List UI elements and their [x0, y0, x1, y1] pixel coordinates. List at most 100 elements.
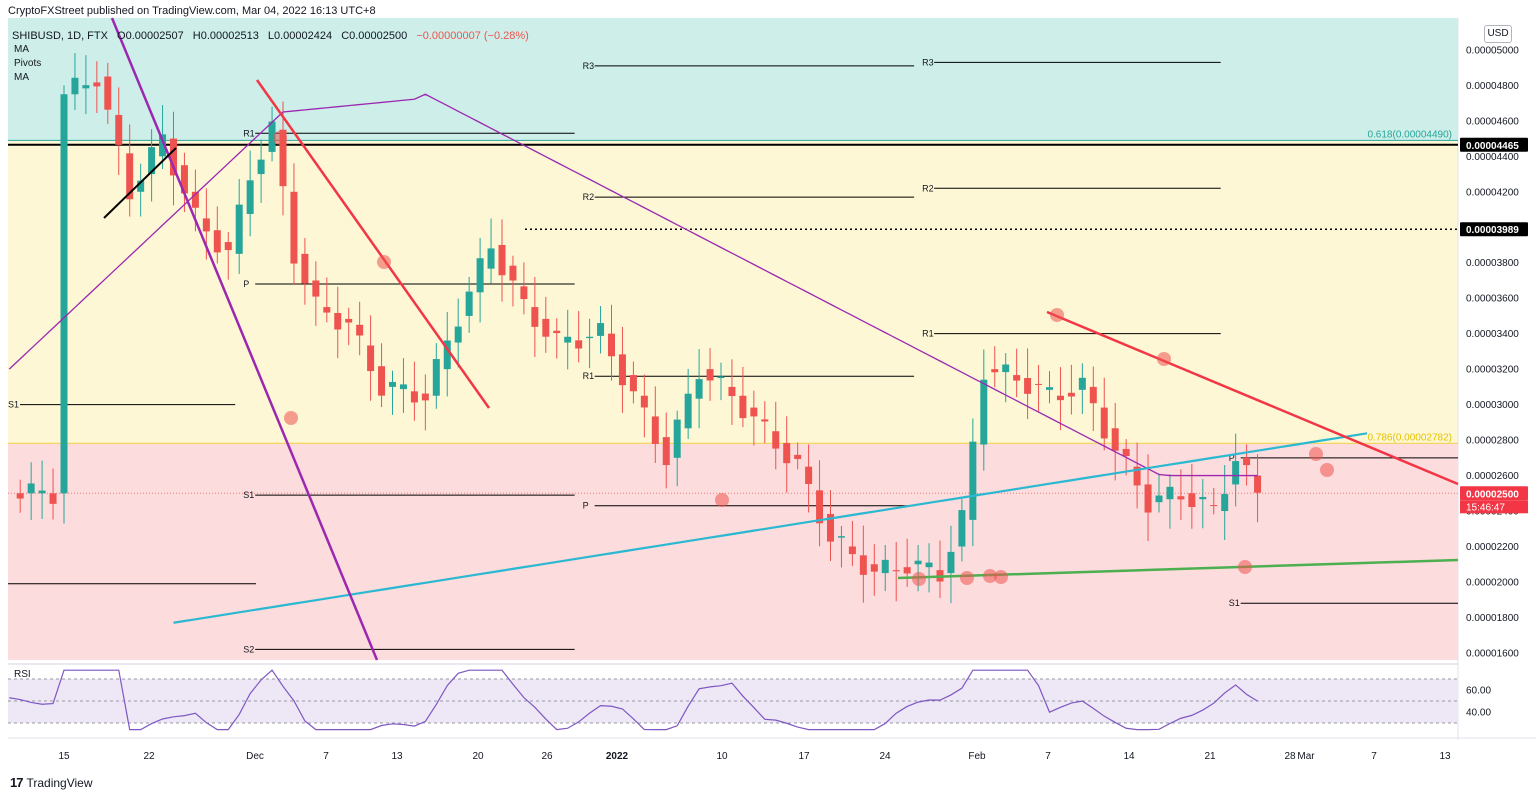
candle-body: [980, 379, 988, 445]
ohlc-close: C0.00002500: [341, 30, 408, 42]
candle-body: [1046, 387, 1053, 390]
candle-body: [1243, 457, 1251, 466]
time-tick-9: 17: [798, 751, 810, 762]
candle-body: [180, 165, 188, 194]
time-tick-12: 7: [1045, 751, 1051, 762]
trendline-red-1: [255, 79, 491, 409]
pivot-label-13: S1: [1229, 598, 1240, 608]
candle-body: [389, 381, 396, 387]
trendline-black: [103, 147, 177, 219]
candle-body: [71, 77, 79, 95]
candle-body: [301, 253, 309, 284]
price-tick-15: 0.00002000: [1466, 577, 1519, 588]
touch-marker-8: [1050, 308, 1064, 322]
candle-body: [1144, 484, 1152, 513]
rsi-label[interactable]: RSI: [14, 669, 31, 680]
candle-body: [1166, 486, 1174, 500]
candle-body: [16, 493, 24, 499]
indicator-ma-2[interactable]: MA: [14, 72, 29, 83]
time-tick-17: 7: [1371, 751, 1377, 762]
publisher-line: CryptoFXStreet published on TradingView.…: [8, 5, 376, 17]
time-tick-4: 13: [391, 751, 403, 762]
candle-body: [312, 280, 320, 297]
candle-body: [410, 391, 418, 403]
candle-body: [1133, 466, 1141, 486]
candle-body: [881, 559, 889, 574]
candle-body: [1155, 495, 1163, 503]
trendline-purple: [110, 17, 379, 661]
candle-body: [38, 490, 46, 494]
touch-marker-12: [1320, 463, 1334, 477]
candle-body: [1067, 392, 1075, 397]
rsi-tick-1: 40.00: [1466, 708, 1491, 719]
candle-body: [925, 562, 933, 568]
price-tick-10: 0.00003000: [1466, 400, 1519, 411]
candle-body: [728, 386, 736, 397]
candle-body: [487, 248, 495, 269]
candle-body: [115, 114, 123, 145]
tradingview-brand-label: TradingView: [26, 775, 93, 790]
touch-marker-7: [994, 570, 1008, 584]
candle-body: [148, 147, 156, 175]
candle-body: [553, 330, 561, 334]
candle-body: [257, 159, 265, 175]
candle-body: [564, 336, 572, 343]
candle-body: [378, 366, 386, 396]
candle-body: [1232, 461, 1240, 485]
candle-body: [509, 265, 517, 281]
candle-body: [126, 153, 134, 200]
candle-body: [575, 340, 583, 349]
time-tick-2: Dec: [246, 751, 264, 762]
candle-body: [1056, 395, 1064, 401]
price-tick-7: 0.00003600: [1466, 294, 1519, 305]
pivot-label-12: P: [1229, 453, 1235, 463]
candle-body: [761, 419, 769, 422]
candle-body: [1013, 375, 1021, 381]
candle-body: [958, 510, 966, 547]
indicator-pivots[interactable]: Pivots: [14, 58, 42, 69]
candle-body: [640, 395, 648, 408]
candle-body: [246, 180, 254, 214]
candle-body: [1100, 407, 1108, 439]
price-tick-0: 0.00005000: [1466, 45, 1519, 56]
candle-body: [268, 121, 276, 152]
candle-body: [104, 76, 112, 110]
candle-body: [82, 85, 90, 89]
time-tick-7: 2022: [606, 751, 629, 762]
trendline-red-2: [1046, 310, 1459, 486]
symbol-name[interactable]: SHIBUSD, 1D, FTX: [12, 30, 108, 42]
candle-body: [673, 419, 681, 458]
candle-body: [498, 245, 506, 276]
candle-body: [706, 369, 714, 381]
candle-body: [662, 437, 670, 466]
candle-body: [454, 326, 462, 343]
tradingview-brand[interactable]: 17 TradingView: [10, 775, 93, 790]
candle-body: [772, 431, 780, 449]
price-tick-8: 0.00003400: [1466, 329, 1519, 340]
ma-short-line: [8, 93, 1258, 477]
candle-body: [794, 454, 802, 460]
candle-body: [1089, 386, 1097, 404]
time-tick-13: 14: [1123, 751, 1135, 762]
ma-long-line: [173, 432, 1368, 624]
candle-body: [1254, 475, 1262, 493]
time-tick-8: 10: [716, 751, 728, 762]
time-tick-1: 22: [143, 751, 155, 762]
pivot-label-11: R1: [922, 329, 934, 339]
indicator-ma-1[interactable]: MA: [14, 44, 29, 55]
candle-body: [465, 291, 473, 316]
candle-body: [290, 191, 298, 264]
candle-body: [213, 230, 221, 253]
time-tick-10: 24: [879, 751, 891, 762]
candle-body: [49, 493, 57, 504]
currency-button[interactable]: USD: [1484, 25, 1512, 43]
price-badge-bg-1: [1460, 222, 1528, 237]
rsi-line: [9, 669, 1258, 731]
pivot-label-7: R1: [583, 371, 595, 381]
candle-body: [279, 129, 287, 187]
candle-body: [531, 307, 539, 327]
price-badge-0: 0.00004465: [1466, 141, 1519, 152]
price-tick-16: 0.00001800: [1466, 613, 1519, 624]
price-tick-1: 0.00004800: [1466, 81, 1519, 92]
